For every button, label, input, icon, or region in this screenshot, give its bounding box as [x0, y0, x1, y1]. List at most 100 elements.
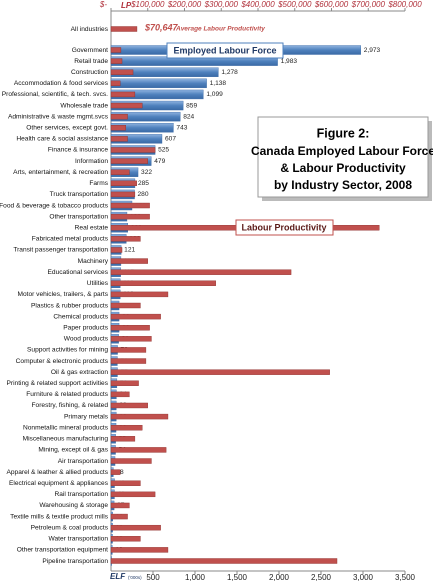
value-label: 285 [138, 180, 149, 187]
chart-title: & Labour Productivity [280, 161, 406, 175]
category-label: Retail trade [74, 58, 108, 65]
category-label: Government [72, 47, 108, 54]
lp-bar [110, 258, 148, 264]
category-label: Apparel & leather & allied products [6, 469, 108, 476]
lp-bar [110, 213, 150, 220]
lp-bar [110, 424, 143, 431]
category-label: Computer & electronic products [16, 358, 109, 365]
lp-bar [110, 369, 330, 375]
lp-bar [110, 325, 150, 331]
elf-bar [110, 78, 207, 89]
category-label: Finance & insurance [48, 147, 108, 154]
lp-bar [110, 513, 128, 520]
x2-tick-label: $700,000 [351, 0, 386, 9]
lp-bar [110, 113, 128, 120]
lp-bar [110, 202, 150, 209]
chart-title: Figure 2: [317, 126, 370, 140]
value-label: 1,138 [210, 80, 227, 87]
lp-bar [110, 524, 161, 531]
category-label: Health care & social assistance [16, 136, 108, 143]
x2-axis-label: LP [121, 1, 132, 10]
value-label: 525 [158, 147, 169, 154]
lp-bar [110, 91, 136, 98]
category-label: Textile mills & textile product mills [10, 513, 109, 520]
category-label: Water transportation [49, 536, 109, 543]
title-box [257, 116, 429, 198]
category-label: Other transportation equipment [17, 547, 108, 554]
category-label: Forestry, fishing, & related [32, 402, 109, 409]
category-label: Wood products [64, 336, 109, 343]
lp-bar [110, 291, 169, 298]
category-label: Arts, entertainment, & recreation [13, 169, 108, 176]
value-label: 607 [165, 136, 176, 143]
x-tick-label: 3,500 [395, 573, 416, 582]
lp-bar [110, 302, 141, 309]
category-label: Fabricated metal products [32, 236, 109, 243]
value-label: 280 [138, 191, 149, 198]
lp-bar [110, 358, 147, 364]
value-label: 1,099 [206, 91, 223, 98]
lp-bar [110, 147, 156, 153]
lp-bar [110, 402, 148, 409]
lp-bar [110, 102, 143, 109]
value-label: 743 [176, 125, 187, 132]
category-label: Printing & related support activities [6, 380, 108, 387]
category-label: Machinery [78, 258, 109, 265]
lp-bar [110, 69, 134, 75]
lp-bar [110, 313, 161, 320]
category-label: Pipeline transportation [42, 558, 108, 565]
category-label: All industries [71, 26, 109, 33]
lp-bar [110, 191, 136, 198]
category-label: Furniture & related products [26, 391, 108, 398]
lp-bar [110, 458, 152, 464]
lp-bar [110, 347, 147, 353]
x-tick-label: 1,000 [185, 573, 206, 582]
category-label: Plastics & rubber products [31, 302, 109, 309]
lp-bar [110, 547, 169, 553]
lp-bar [110, 158, 148, 164]
lp-bar [110, 180, 137, 187]
category-label: Miscellaneous manufacturing [23, 436, 109, 443]
lp-bar [110, 469, 121, 475]
x2-tick-label: $600,000 [314, 0, 349, 9]
lp-bar [110, 391, 130, 398]
lp-bar [110, 125, 126, 131]
value-label: 121 [124, 247, 135, 254]
series-label: Labour Productivity [241, 222, 326, 232]
category-label: Transit passenger transportation [13, 247, 108, 254]
value-label: 824 [183, 113, 194, 120]
category-label: Accommodation & food services [14, 80, 109, 87]
category-label: Paper products [63, 324, 108, 331]
category-label: Support activities for mining [27, 347, 108, 354]
category-label: Motor vehicles, trailers, & parts [17, 291, 108, 298]
lp-bar [110, 236, 141, 242]
lp-bar [110, 58, 123, 64]
lp-bar [110, 169, 130, 175]
lp-bar [110, 47, 122, 53]
lp-bar [110, 336, 152, 342]
category-label: Mining, except oil & gas [38, 447, 108, 454]
category-label: Food & beverage & tobacco products [0, 202, 109, 209]
category-label: Petroleum & coal products [31, 524, 109, 531]
x-tick-label: 2,000 [269, 573, 290, 582]
category-label: Warehousing & storage [39, 502, 108, 509]
x2-tick-label: $- [99, 0, 107, 9]
x2-tick-label: $800,000 [387, 0, 422, 9]
lp-bar [110, 536, 141, 542]
value-label: 2,973 [364, 47, 381, 54]
category-label: Utilities [87, 280, 109, 287]
category-label: Chemical products [53, 313, 108, 320]
value-label: 479 [154, 158, 165, 165]
value-label: $70,647 [144, 22, 179, 32]
chart-title: Canada Employed Labour Force [251, 144, 433, 158]
category-label: Electrical equipment & appliances [9, 480, 109, 487]
value-label: 859 [186, 102, 197, 109]
category-label: Real estate [75, 224, 109, 231]
category-label: Primary metals [64, 413, 109, 420]
lp-bar [110, 280, 216, 286]
lp-bar [110, 136, 128, 142]
x-tick-label: 500 [146, 573, 160, 582]
category-label: Professional, scientific, & tech. svcs. [2, 91, 108, 98]
category-label: Rail transportation [54, 491, 108, 498]
